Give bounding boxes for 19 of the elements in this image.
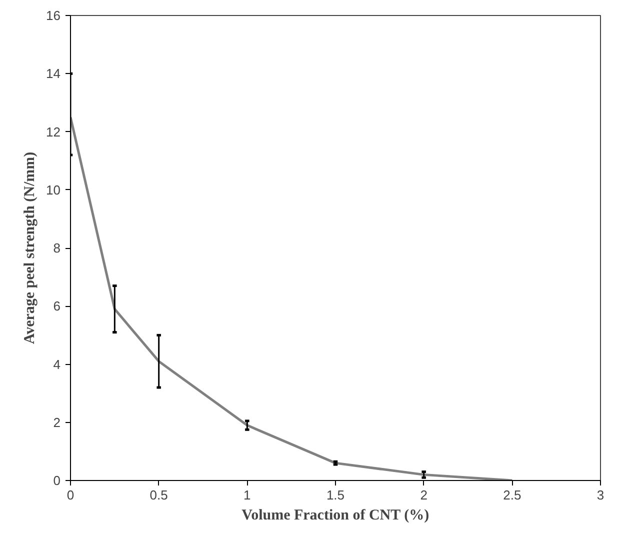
y-tick-label: 2 — [53, 414, 61, 430]
x-tick-label: 1 — [244, 488, 251, 502]
x-tick-label: 3 — [596, 488, 604, 502]
y-tick-label: 12 — [46, 124, 61, 140]
y-tick-label: 16 — [46, 8, 61, 23]
y-tick-label: 0 — [53, 473, 61, 488]
y-tick-label: 8 — [53, 240, 61, 256]
x-axis-title: Volume Fraction of CNT (%) — [242, 508, 430, 524]
y-tick-label: 14 — [46, 66, 61, 82]
x-tick-label: 0 — [66, 488, 74, 502]
x-tick-label: 2.5 — [503, 488, 522, 502]
y-axis-title: Average peel strength (N/mm) — [22, 152, 38, 344]
line-series — [70, 116, 514, 480]
x-tick-label: 0.5 — [150, 488, 168, 502]
x-tick-label: 2 — [420, 488, 428, 502]
x-tick-label: 1.5 — [326, 488, 345, 502]
y-tick-label: 10 — [46, 182, 61, 198]
y-tick-label: 6 — [53, 298, 61, 314]
y-tick-label: 4 — [53, 356, 61, 372]
